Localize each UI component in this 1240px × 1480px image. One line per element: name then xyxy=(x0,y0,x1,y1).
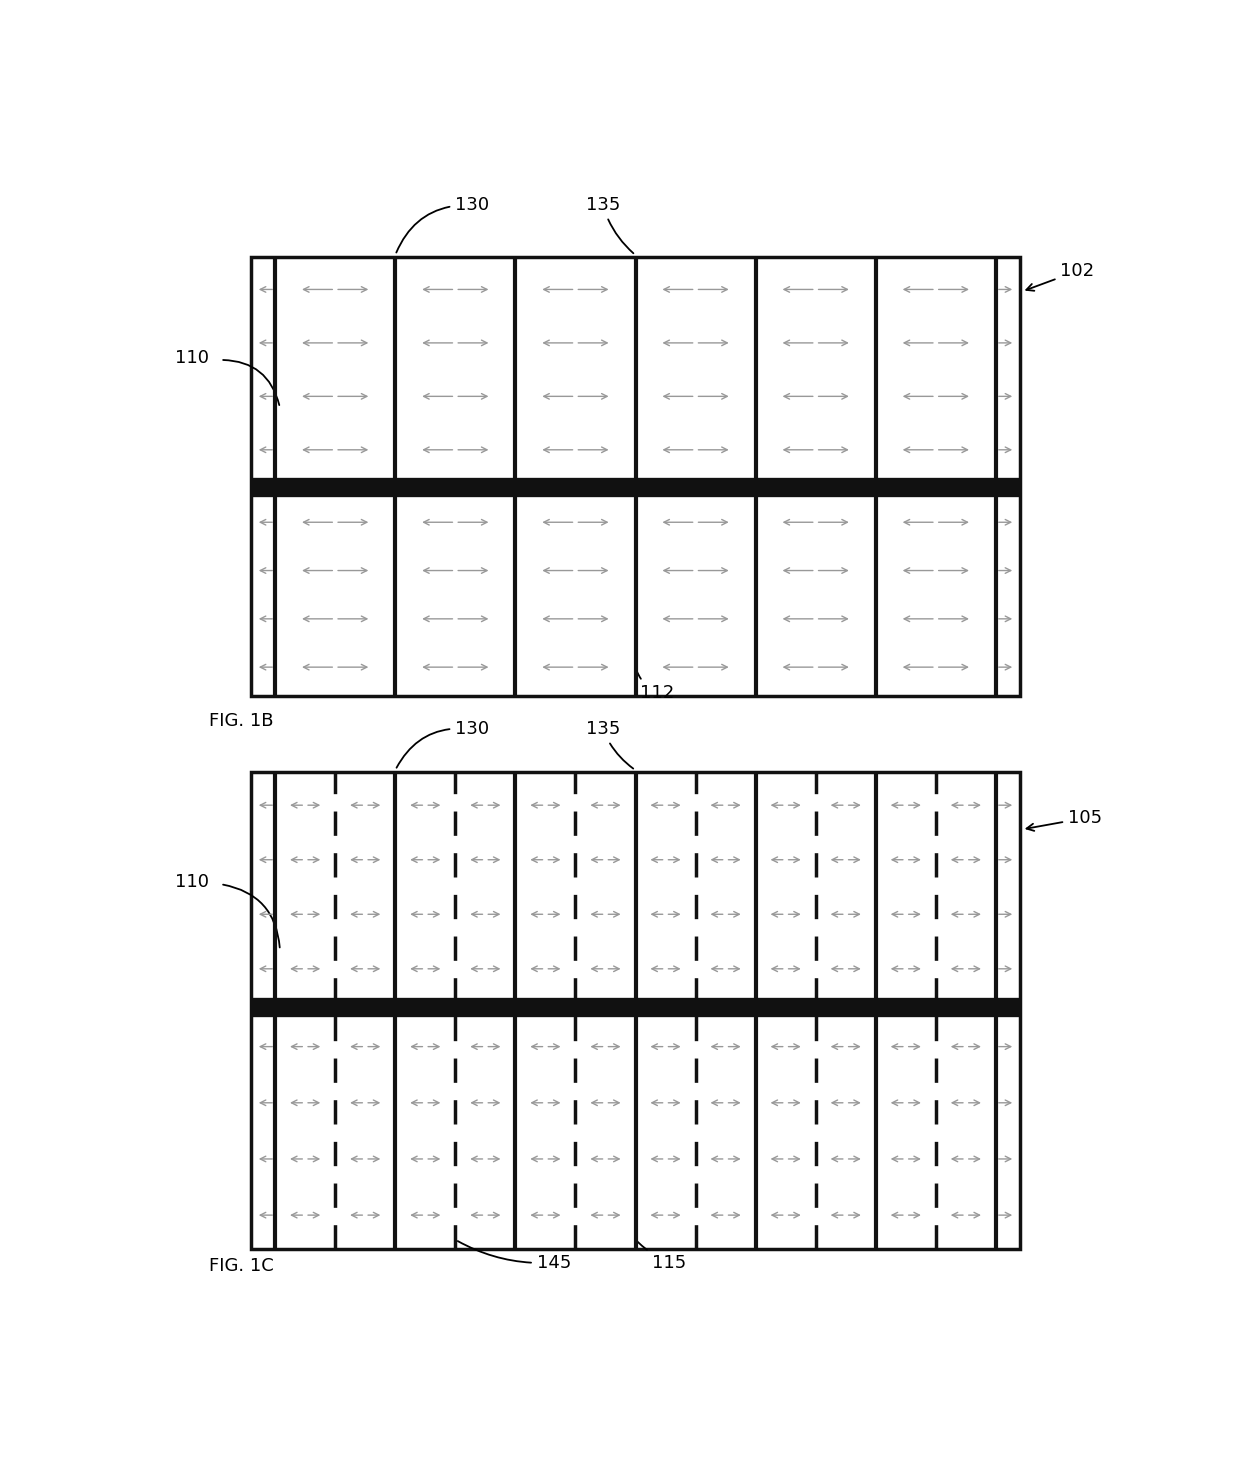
Text: 102: 102 xyxy=(1027,262,1095,290)
Text: 145: 145 xyxy=(458,1242,570,1271)
Bar xyxy=(250,773,1021,1249)
Text: 135: 135 xyxy=(585,721,634,768)
Text: FIG. 1B: FIG. 1B xyxy=(208,712,273,730)
Text: 112: 112 xyxy=(636,670,673,702)
Text: 135: 135 xyxy=(585,195,634,253)
Bar xyxy=(250,482,1021,493)
Text: 110: 110 xyxy=(175,873,208,891)
Text: 130: 130 xyxy=(397,195,490,253)
Text: 105: 105 xyxy=(1027,810,1102,830)
Bar xyxy=(250,1002,1021,1012)
Text: 110: 110 xyxy=(175,349,208,367)
Text: 130: 130 xyxy=(397,721,490,768)
Text: FIG. 1C: FIG. 1C xyxy=(208,1257,274,1274)
Bar xyxy=(250,258,1021,696)
Text: 115: 115 xyxy=(637,1242,686,1271)
